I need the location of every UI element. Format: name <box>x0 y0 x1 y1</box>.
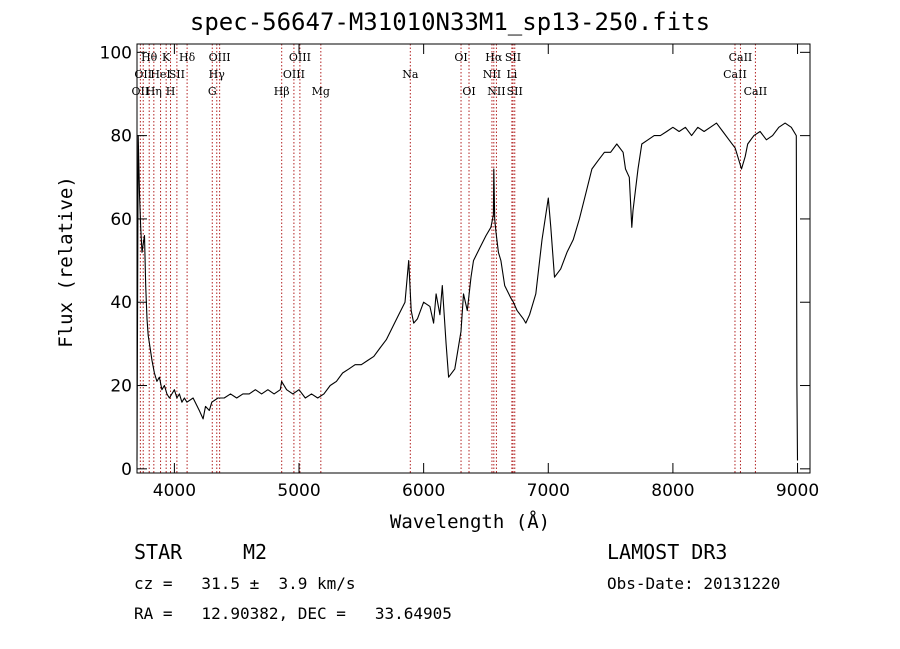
x-tick-label-0: 4000 <box>153 481 196 501</box>
spectral-line-label-2: Hθ <box>141 51 158 64</box>
spectral-line-label-26: CaII <box>729 51 753 64</box>
x-axis-label: Wavelength (Å) <box>390 510 550 533</box>
series-layer <box>136 122 799 461</box>
spectral-line-label-19: NII <box>483 68 501 81</box>
coordinates: RA = 12.90382, DEC = 33.64905 <box>134 604 452 623</box>
series-flux-line <box>136 122 799 461</box>
spectral-line-label-25: CaII <box>723 68 747 81</box>
y-tick-label-0: 0 <box>121 460 132 480</box>
object-subclass: M2 <box>243 540 268 564</box>
line-labels-layer: OII OII Hθ Hη HeI K H SII Hδ G Hγ OIII Hβ OIII OIII Mg N… <box>132 51 768 98</box>
y-tick-label-3: 60 <box>110 210 132 230</box>
spectral-line-label-8: Hδ <box>179 51 196 64</box>
y-tick-label-2: 40 <box>110 293 132 313</box>
spectral-line-label-20: Hα <box>485 51 503 64</box>
object-class: STAR <box>134 540 183 564</box>
plot-frame <box>136 43 811 474</box>
spectral-line-label-11: OIII <box>209 51 231 64</box>
redshift-info: cz = 31.5 ± 3.9 km/s <box>134 574 356 593</box>
axis-ticks-layer: 4000 5000 6000 7000 8000 9000 0 20 40 60 80 100 <box>100 43 820 501</box>
spectral-line-label-10: Hγ <box>209 68 226 81</box>
spectral-line-label-16: Na <box>402 68 419 81</box>
spectral-line-label-13: OIII <box>283 68 305 81</box>
y-tick-label-5: 100 <box>100 43 132 63</box>
spectral-line-label-12: Hβ <box>274 85 290 98</box>
spectral-line-label-9: G <box>208 85 217 98</box>
spectral-line-label-22: Li <box>506 68 517 81</box>
spectral-line-label-4: HeI <box>150 68 170 81</box>
spectral-line-label-14: OIII <box>289 51 311 64</box>
spectral-line-label-3: Hη <box>146 85 162 98</box>
x-tick-label-1: 5000 <box>277 481 320 501</box>
spectral-line-label-24: SII <box>507 85 523 98</box>
spectral-line-label-21: NII <box>487 85 505 98</box>
y-axis-label: Flux (relative) <box>55 176 77 348</box>
spectral-line-label-5: K <box>162 51 171 64</box>
spectral-lines-layer <box>139 44 756 473</box>
x-tick-label-3: 7000 <box>527 481 570 501</box>
spectral-line-label-15: Mg <box>312 85 330 98</box>
observation-date: Obs-Date: 20131220 <box>607 574 781 593</box>
x-tick-label-5: 9000 <box>776 481 819 501</box>
survey-name: LAMOST DR3 <box>607 540 728 564</box>
chart-title: spec-56647-M31010N33M1_sp13-250.fits <box>189 8 711 36</box>
spectral-line-label-0: OII <box>132 85 150 98</box>
spectral-line-label-17: OI <box>454 51 467 64</box>
spectral-line-label-23: SII <box>505 51 521 64</box>
spectral-line-label-7: SII <box>169 68 185 81</box>
spectral-line-label-27: CaII <box>744 85 768 98</box>
y-tick-label-4: 80 <box>110 127 132 147</box>
spectral-line-label-1: OII <box>134 68 152 81</box>
x-tick-label-4: 8000 <box>651 481 694 501</box>
spectral-line-label-6: H <box>166 85 176 98</box>
y-tick-label-1: 20 <box>110 377 132 397</box>
x-tick-label-2: 6000 <box>402 481 445 501</box>
spectral-line-label-18: OI <box>462 85 475 98</box>
